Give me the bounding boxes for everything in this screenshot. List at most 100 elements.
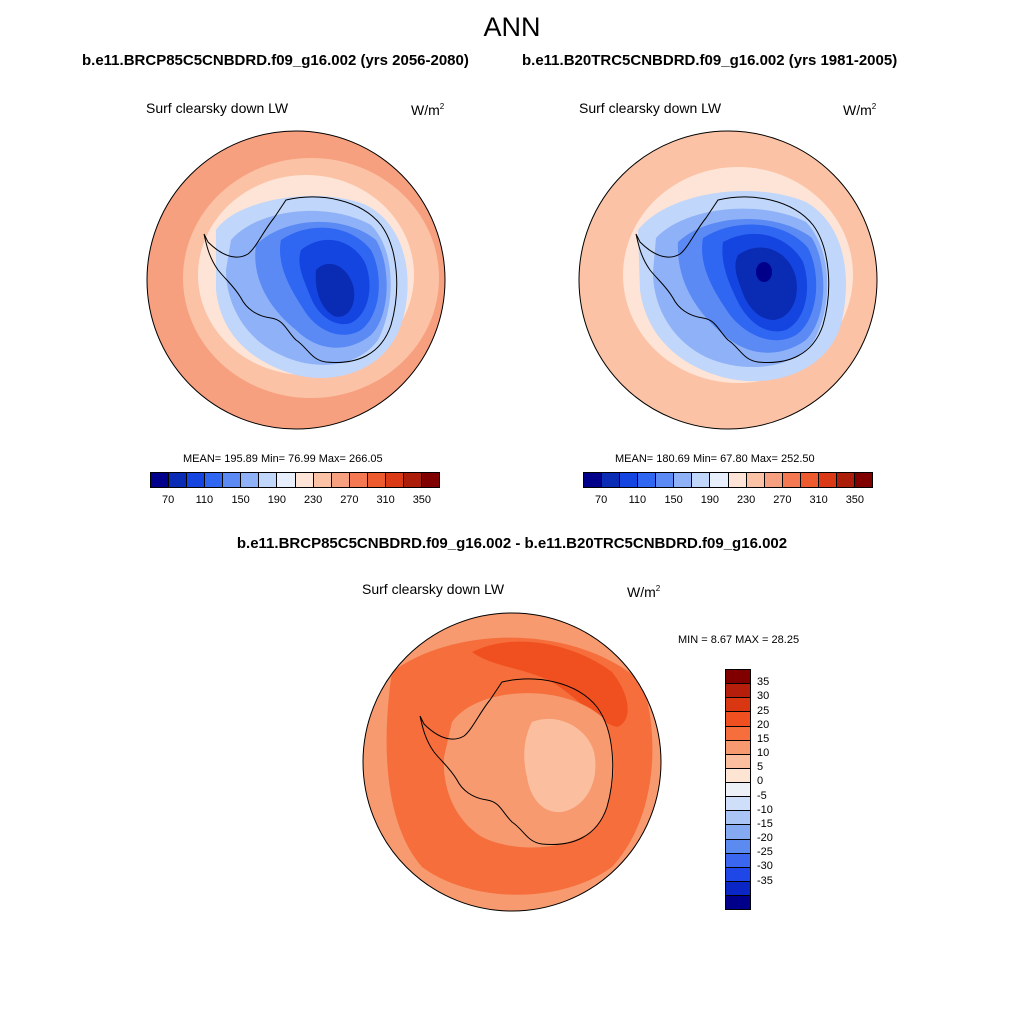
colorbar-box: [187, 473, 206, 487]
diff-map-border: [362, 612, 662, 912]
colorbar-box: [726, 698, 750, 713]
left-colorbar: [150, 472, 440, 488]
colorbar-tick-label: 350: [845, 494, 865, 506]
colorbar-box: [746, 473, 765, 487]
left-stats: MEAN= 195.89 Min= 76.99 Max= 266.05: [183, 453, 383, 465]
colorbar-box: [726, 754, 750, 769]
colorbar-box: [385, 473, 404, 487]
colorbar-box: [349, 473, 368, 487]
left-map-fill-8: [315, 263, 355, 317]
colorbar-box: [726, 670, 750, 685]
colorbar-box: [620, 473, 639, 487]
colorbar-tick-label: 15: [757, 732, 770, 745]
colorbar-tick-label: -25: [757, 846, 773, 859]
colorbar-box: [241, 473, 260, 487]
colorbar-tick-label: 25: [757, 704, 770, 717]
colorbar-box: [726, 768, 750, 783]
diff-title: b.e11.BRCP85C5CNBDRD.f09_g16.002 - b.e11…: [236, 535, 788, 552]
colorbar-box: [726, 797, 750, 812]
colorbar-tick-label: 270: [773, 494, 792, 506]
colorbar-box: [764, 473, 783, 487]
colorbar-tick-label: -30: [757, 860, 773, 873]
colorbar-box: [818, 473, 837, 487]
colorbar-tick-label: 230: [303, 494, 323, 506]
right-run-title: b.e11.B20TRC5CNBDRD.f09_g16.002 (yrs 198…: [522, 52, 898, 69]
colorbar-box: [726, 853, 750, 868]
colorbar-box: [638, 473, 657, 487]
colorbar-tick-label: 150: [231, 494, 250, 506]
colorbar-tick-label: 35: [757, 676, 770, 689]
colorbar-box: [259, 473, 278, 487]
colorbar-box: [656, 473, 675, 487]
colorbar-box: [728, 473, 747, 487]
colorbar-box: [331, 473, 350, 487]
colorbar-tick-label: 20: [757, 718, 770, 731]
diff-map-fill-2: [472, 641, 628, 727]
left-units-label: W/m2: [411, 102, 445, 118]
colorbar-box: [223, 473, 242, 487]
colorbar-box: [313, 473, 332, 487]
colorbar-tick-label: 230: [736, 494, 756, 506]
colorbar-box: [726, 726, 750, 741]
main-title: ANN: [483, 12, 541, 42]
colorbar-box: [726, 740, 750, 755]
left-run-title: b.e11.BRCP85C5CNBDRD.f09_g16.002 (yrs 20…: [82, 52, 469, 69]
colorbar-box: [854, 473, 872, 487]
colorbar-box: [367, 473, 386, 487]
colorbar-tick-label: 0: [757, 775, 764, 788]
colorbar-tick-label: 270: [340, 494, 359, 506]
right-units-label: W/m2: [843, 102, 877, 118]
colorbar-box: [169, 473, 188, 487]
colorbar-tick-label: 110: [195, 494, 214, 506]
colorbar-tick-label: 5: [757, 761, 764, 774]
colorbar-box: [403, 473, 422, 487]
left-variable-label: Surf clearsky down LW: [146, 100, 289, 116]
colorbar-box: [726, 881, 750, 896]
colorbar-tick-label: 110: [628, 494, 647, 506]
colorbar-box: [726, 783, 750, 798]
left-polar-map: [146, 130, 446, 430]
colorbar-box: [584, 473, 603, 487]
colorbar-tick-label: 150: [664, 494, 683, 506]
colorbar-tick-label: -5: [757, 789, 767, 802]
right-variable-label: Surf clearsky down LW: [579, 100, 722, 116]
right-coastline: [635, 196, 830, 364]
colorbar-tick-label: 10: [757, 747, 770, 760]
colorbar-box: [692, 473, 711, 487]
diff-colorbar: [725, 669, 751, 910]
colorbar-box: [277, 473, 296, 487]
colorbar-box: [151, 473, 170, 487]
colorbar-box: [602, 473, 621, 487]
right-map-fill-7: [735, 247, 797, 320]
colorbar-tick-label: 310: [376, 494, 395, 506]
colorbar-tick-label: -20: [757, 832, 773, 845]
colorbar-tick-label: 310: [809, 494, 828, 506]
colorbar-box: [726, 811, 750, 826]
colorbar-tick-label: 70: [595, 494, 608, 506]
colorbar-tick-label: 350: [412, 494, 432, 506]
diff-variable-label: Surf clearsky down LW: [362, 581, 505, 597]
colorbar-box: [205, 473, 224, 487]
colorbar-box: [836, 473, 855, 487]
colorbar-box: [295, 473, 314, 487]
left-coastline: [203, 196, 398, 364]
diff-map-fill-4: [524, 718, 596, 813]
colorbar-box: [726, 825, 750, 840]
right-polar-map: [578, 130, 878, 430]
colorbar-box: [726, 684, 750, 699]
colorbar-box: [800, 473, 819, 487]
colorbar-tick-label: -15: [757, 817, 773, 830]
colorbar-box: [726, 839, 750, 854]
colorbar-tick-label: 190: [267, 494, 287, 506]
colorbar-tick-label: 190: [700, 494, 720, 506]
right-map-border: [578, 130, 878, 430]
diff-polar-map: [362, 612, 662, 912]
colorbar-box: [726, 896, 750, 910]
colorbar-box: [710, 473, 729, 487]
colorbar-box: [726, 867, 750, 882]
right-colorbar: [583, 472, 873, 488]
colorbar-box: [674, 473, 693, 487]
left-map-border: [146, 130, 446, 430]
colorbar-tick-label: -10: [757, 803, 773, 816]
diff-units-label: W/m2: [627, 584, 661, 600]
